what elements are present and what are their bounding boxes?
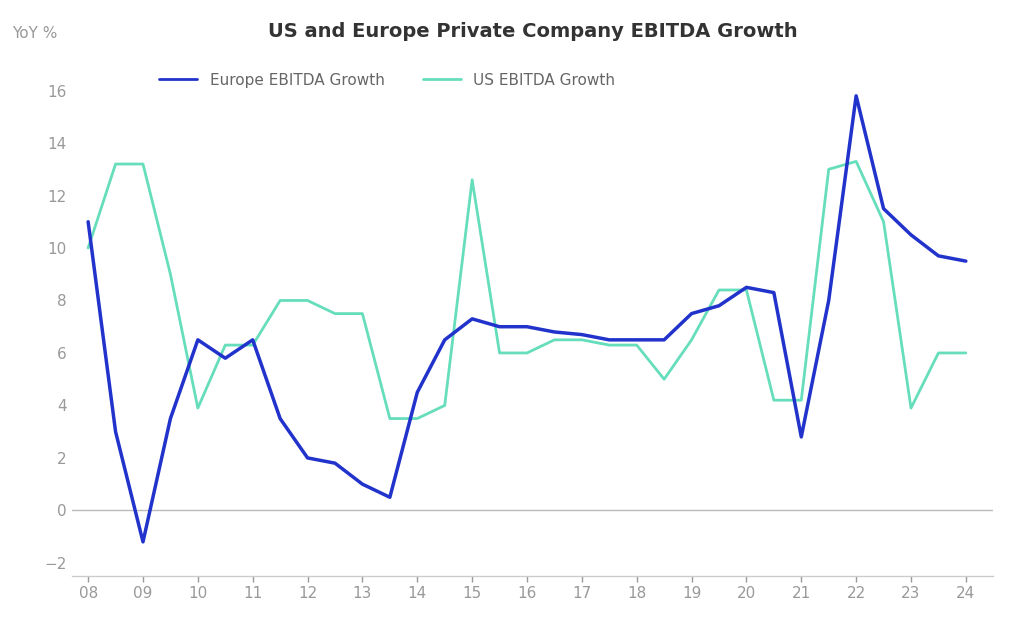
Europe EBITDA Growth (685, 310, 697, 317)
Y-axis label: YoY %: YoY % (12, 26, 57, 41)
Europe EBITDA Growth (932, 252, 944, 260)
Europe EBITDA Growth (548, 328, 560, 336)
Europe EBITDA Growth (191, 336, 204, 344)
Europe EBITDA Growth (603, 336, 615, 344)
Europe EBITDA Growth (494, 323, 506, 330)
US EBITDA Growth (356, 310, 369, 317)
Europe EBITDA Growth (411, 388, 423, 396)
Europe EBITDA Growth (438, 336, 451, 344)
Europe EBITDA Growth (329, 460, 341, 467)
Europe EBITDA Growth (219, 355, 231, 362)
Line: Europe EBITDA Growth: Europe EBITDA Growth (88, 96, 966, 542)
Europe EBITDA Growth (740, 284, 753, 291)
Title: US and Europe Private Company EBITDA Growth: US and Europe Private Company EBITDA Gro… (267, 22, 798, 42)
US EBITDA Growth (603, 341, 615, 349)
Europe EBITDA Growth (521, 323, 534, 330)
Europe EBITDA Growth (768, 289, 780, 296)
US EBITDA Growth (329, 310, 341, 317)
Europe EBITDA Growth (356, 480, 369, 488)
US EBITDA Growth (219, 341, 231, 349)
US EBITDA Growth (137, 160, 150, 168)
Europe EBITDA Growth (905, 231, 918, 239)
US EBITDA Growth (878, 218, 890, 225)
Europe EBITDA Growth (466, 315, 478, 323)
Europe EBITDA Growth (631, 336, 643, 344)
US EBITDA Growth (631, 341, 643, 349)
Europe EBITDA Growth (301, 454, 313, 462)
US EBITDA Growth (822, 165, 835, 173)
Europe EBITDA Growth (137, 538, 150, 546)
Europe EBITDA Growth (795, 433, 807, 441)
US EBITDA Growth (191, 404, 204, 412)
US EBITDA Growth (164, 270, 176, 278)
US EBITDA Growth (575, 336, 588, 344)
US EBITDA Growth (740, 286, 753, 294)
US EBITDA Growth (658, 375, 671, 383)
Europe EBITDA Growth (164, 415, 176, 422)
Line: US EBITDA Growth: US EBITDA Growth (88, 161, 966, 419)
US EBITDA Growth (713, 286, 725, 294)
US EBITDA Growth (301, 296, 313, 304)
Europe EBITDA Growth (274, 415, 287, 422)
US EBITDA Growth (795, 396, 807, 404)
Europe EBITDA Growth (110, 428, 122, 435)
Europe EBITDA Growth (384, 493, 396, 501)
US EBITDA Growth (438, 402, 451, 410)
US EBITDA Growth (959, 349, 972, 356)
US EBITDA Growth (548, 336, 560, 344)
Legend: Europe EBITDA Growth, US EBITDA Growth: Europe EBITDA Growth, US EBITDA Growth (153, 67, 622, 94)
Europe EBITDA Growth (575, 331, 588, 339)
US EBITDA Growth (685, 336, 697, 344)
US EBITDA Growth (110, 160, 122, 168)
US EBITDA Growth (905, 404, 918, 412)
US EBITDA Growth (932, 349, 944, 356)
US EBITDA Growth (247, 341, 259, 349)
Europe EBITDA Growth (822, 296, 835, 304)
US EBITDA Growth (850, 157, 862, 165)
Europe EBITDA Growth (82, 218, 94, 225)
Europe EBITDA Growth (658, 336, 671, 344)
Europe EBITDA Growth (850, 92, 862, 100)
US EBITDA Growth (274, 296, 287, 304)
US EBITDA Growth (466, 176, 478, 184)
US EBITDA Growth (768, 396, 780, 404)
US EBITDA Growth (494, 349, 506, 356)
Europe EBITDA Growth (247, 336, 259, 344)
Europe EBITDA Growth (959, 257, 972, 265)
Europe EBITDA Growth (878, 205, 890, 212)
US EBITDA Growth (384, 415, 396, 422)
US EBITDA Growth (82, 244, 94, 252)
Europe EBITDA Growth (713, 302, 725, 310)
US EBITDA Growth (411, 415, 423, 422)
US EBITDA Growth (521, 349, 534, 356)
